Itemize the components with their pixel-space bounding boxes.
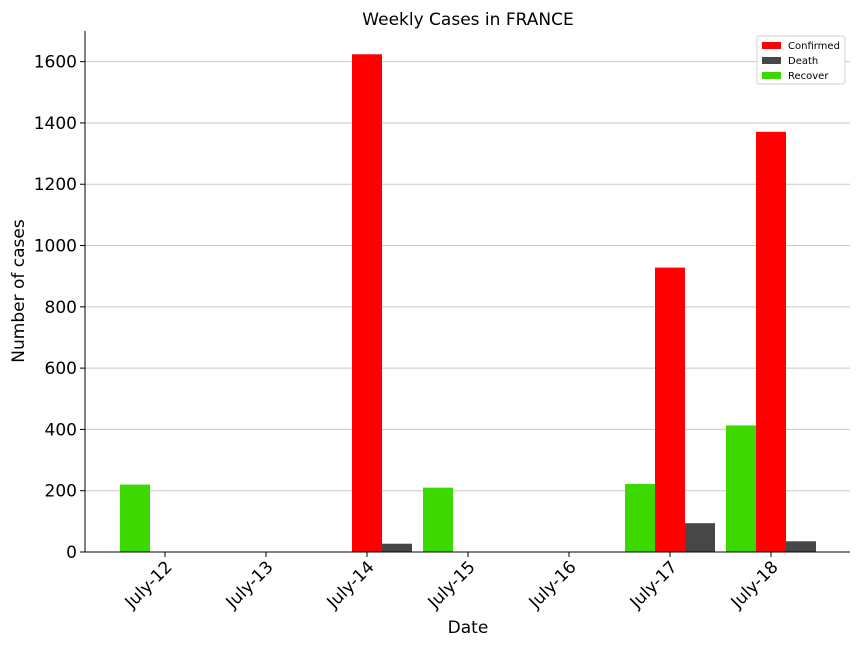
grid bbox=[85, 61, 850, 492]
legend-swatch-death bbox=[762, 57, 781, 64]
x-tick-label: July-16 bbox=[525, 557, 581, 613]
bar-confirmed-july-17 bbox=[655, 267, 685, 552]
y-tick-label: 1000 bbox=[34, 237, 77, 257]
x-tick-label: July-17 bbox=[626, 557, 682, 613]
y-tick-label: 0 bbox=[66, 543, 77, 563]
y-tick-label: 1400 bbox=[34, 114, 77, 134]
bar-death-july-17 bbox=[685, 523, 715, 552]
x-ticks: July-12 July-13 July-14 July-15 July-16 July-… bbox=[121, 552, 783, 613]
bar-recover-july-17 bbox=[625, 483, 655, 552]
bar-recover-july-15 bbox=[423, 487, 453, 552]
bar-recover-july-18 bbox=[726, 425, 756, 552]
y-tick-label: 400 bbox=[45, 420, 77, 440]
x-tick-label: July-15 bbox=[424, 557, 480, 613]
x-tick-label: July-14 bbox=[323, 557, 379, 613]
legend-label-recover: Recover bbox=[788, 71, 829, 82]
bar-confirmed-july-14 bbox=[352, 54, 382, 553]
bars bbox=[120, 54, 816, 553]
x-tick-label: July-13 bbox=[222, 557, 278, 613]
bar-confirmed-july-18 bbox=[756, 131, 786, 552]
y-tick-label: 800 bbox=[45, 298, 77, 318]
y-tick-label: 1600 bbox=[34, 53, 77, 73]
y-tick-label: 1200 bbox=[34, 175, 77, 195]
bar-death-july-18 bbox=[786, 541, 816, 552]
legend: Confirmed Death Recover bbox=[756, 35, 846, 85]
legend-swatch-recover bbox=[762, 72, 781, 79]
y-axis-label: Number of cases bbox=[9, 219, 29, 363]
y-tick-label: 200 bbox=[45, 482, 77, 502]
chart-title: Weekly Cases in FRANCE bbox=[362, 10, 573, 30]
legend-label-confirmed: Confirmed bbox=[788, 41, 840, 52]
bar-recover-july-12 bbox=[120, 484, 150, 552]
legend-label-death: Death bbox=[788, 56, 818, 67]
x-tick-label: July-18 bbox=[727, 557, 783, 613]
legend-swatch-confirmed bbox=[762, 42, 781, 49]
x-axis-label: Date bbox=[448, 618, 489, 638]
y-ticks: 0 200 400 600 800 1000 1200 1400 1600 bbox=[34, 53, 85, 563]
x-tick-label: July-12 bbox=[121, 557, 177, 613]
bar-death-july-14 bbox=[382, 543, 412, 552]
y-tick-label: 600 bbox=[45, 359, 77, 379]
